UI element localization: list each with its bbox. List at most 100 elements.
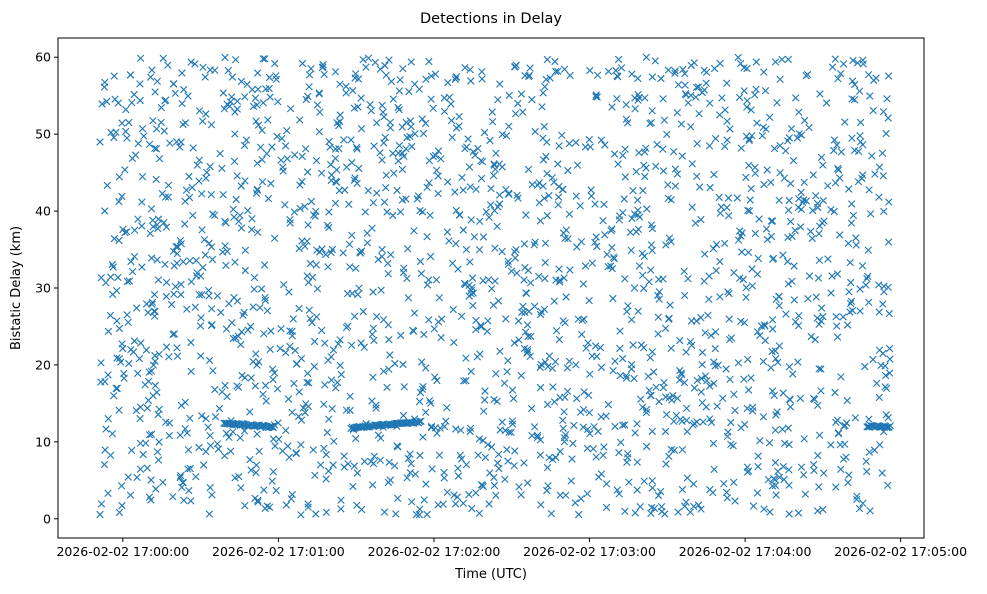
data-point: [315, 128, 323, 136]
data-point: [145, 140, 154, 148]
data-point: [270, 234, 279, 242]
data-point: [811, 335, 819, 344]
data-point: [462, 461, 471, 469]
data-point: [430, 325, 438, 333]
data-point: [336, 80, 344, 88]
data-point: [272, 486, 280, 495]
data-point: [586, 370, 594, 378]
data-point: [498, 418, 506, 426]
data-point: [654, 313, 662, 321]
data-point: [643, 205, 651, 213]
data-point: [402, 118, 410, 127]
data-point: [253, 101, 261, 109]
data-point: [682, 348, 690, 356]
data-point: [313, 285, 322, 293]
data-point: [654, 291, 662, 300]
data-point: [139, 450, 147, 459]
data-point: [706, 382, 714, 390]
data-point: [680, 378, 689, 387]
data-point: [136, 465, 145, 473]
data-point: [752, 58, 760, 66]
data-point: [601, 231, 609, 239]
data-point: [207, 190, 215, 199]
data-point: [523, 479, 532, 487]
data-point: [392, 510, 400, 518]
data-point: [494, 96, 502, 104]
data-point: [109, 263, 117, 271]
data-point: [524, 165, 533, 174]
data-point: [571, 499, 579, 507]
data-point: [385, 365, 393, 373]
data-point: [454, 464, 462, 472]
data-point: [335, 145, 343, 153]
data-point: [147, 205, 156, 213]
data-point: [556, 447, 564, 456]
data-point: [655, 397, 663, 406]
data-point: [573, 161, 582, 169]
data-point: [520, 344, 529, 353]
data-point: [231, 258, 239, 266]
data-point: [330, 437, 338, 445]
data-point: [751, 229, 760, 238]
data-point: [709, 488, 717, 497]
data-point: [718, 94, 726, 102]
data-point: [593, 71, 602, 79]
data-point: [540, 122, 548, 131]
data-point: [786, 179, 795, 188]
data-point: [554, 67, 562, 76]
data-point: [710, 465, 718, 474]
data-point: [622, 374, 631, 382]
data-point: [393, 186, 401, 195]
data-point: [622, 101, 630, 109]
data-point: [404, 245, 412, 253]
data-point: [850, 96, 859, 104]
data-point: [204, 423, 212, 431]
data-point: [648, 348, 656, 356]
data-point: [653, 140, 661, 149]
data-point: [305, 379, 313, 387]
data-point: [828, 63, 837, 71]
data-point: [858, 262, 867, 270]
data-point: [124, 473, 132, 481]
data-point: [593, 352, 601, 361]
data-point: [544, 482, 552, 490]
data-point: [157, 118, 165, 127]
data-point: [195, 107, 204, 115]
data-point: [880, 207, 888, 216]
data-point: [633, 458, 641, 466]
data-point: [538, 103, 546, 111]
data-point: [834, 166, 843, 174]
data-point: [628, 214, 636, 223]
data-point: [665, 314, 673, 322]
data-point: [143, 464, 151, 472]
data-point: [96, 138, 104, 146]
data-point: [199, 263, 207, 272]
data-point: [241, 246, 250, 254]
data-point: [346, 392, 354, 400]
data-point: [781, 439, 789, 448]
data-point: [437, 333, 445, 342]
data-point: [776, 142, 784, 150]
data-point: [668, 396, 676, 404]
data-point: [249, 358, 257, 366]
data-point: [879, 300, 887, 308]
data-point: [332, 177, 340, 186]
data-point: [398, 149, 407, 157]
data-point: [324, 467, 333, 475]
data-point: [848, 77, 857, 85]
data-point: [232, 195, 240, 204]
data-point: [839, 455, 848, 463]
data-point: [306, 315, 314, 323]
data-point: [380, 139, 388, 147]
data-point: [615, 490, 623, 498]
data-point: [817, 387, 825, 395]
data-point: [749, 502, 758, 510]
data-point: [519, 302, 527, 311]
data-point: [771, 58, 780, 66]
data-point: [628, 70, 636, 78]
x-tick-label: 2026-02-02 17:00:00: [56, 544, 189, 559]
data-point: [376, 149, 384, 157]
data-point: [287, 495, 295, 503]
